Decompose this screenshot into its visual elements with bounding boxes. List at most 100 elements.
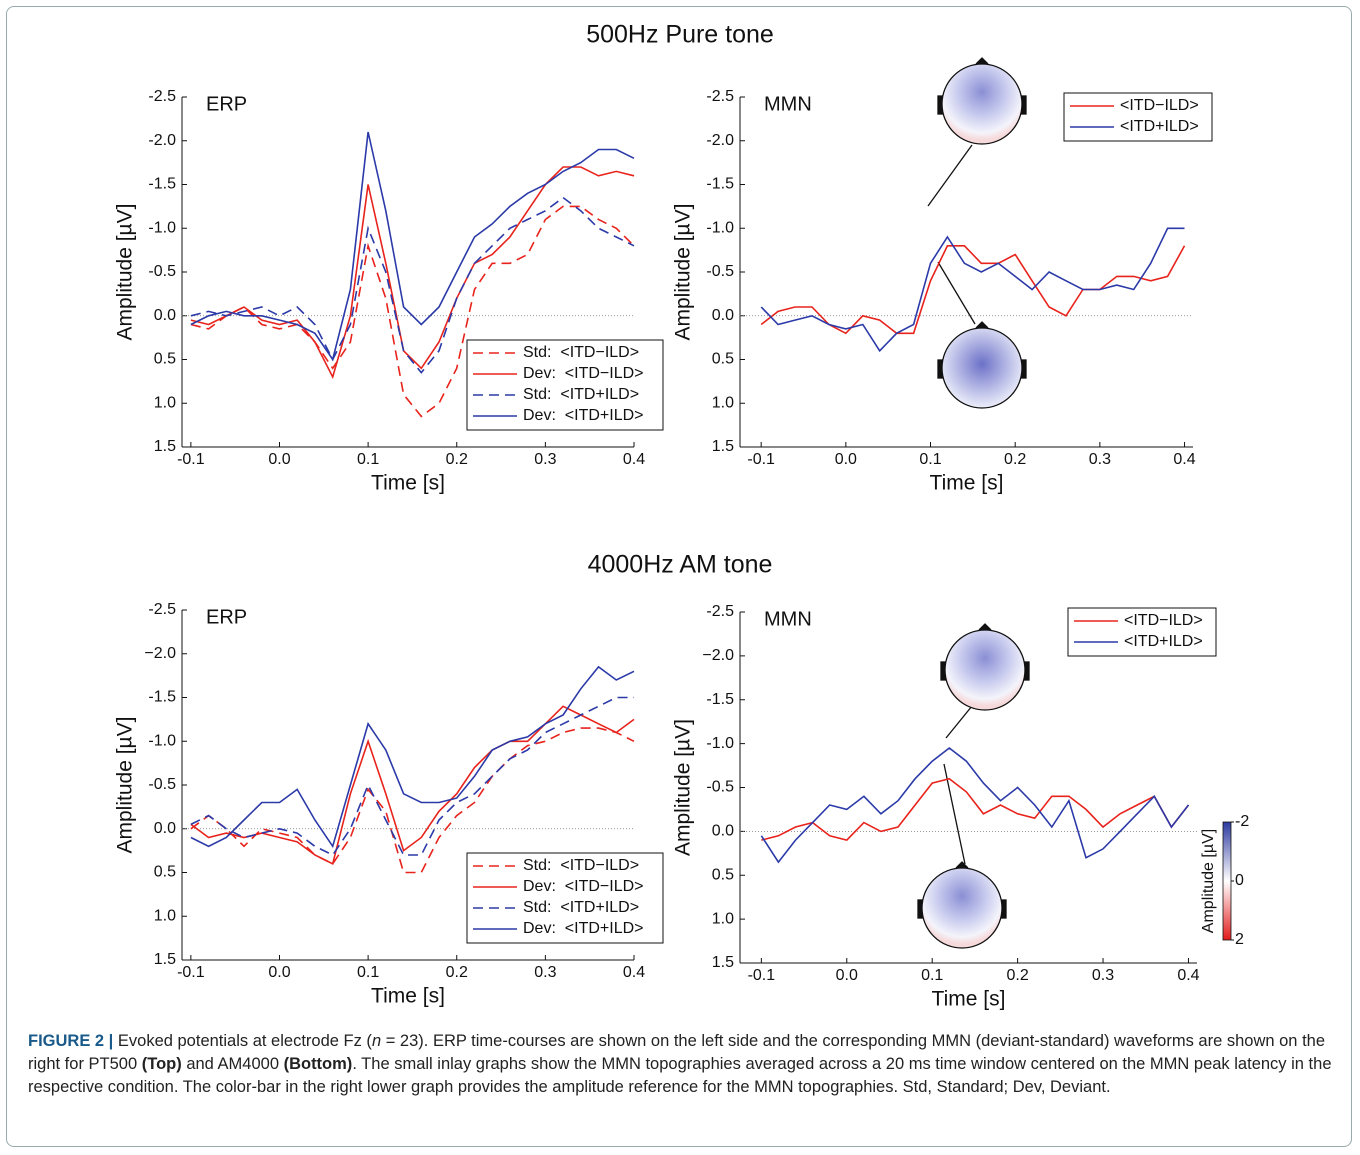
x-tick-label: 0.3 (534, 964, 556, 981)
y-tick-label: -0.5 (706, 263, 734, 280)
x-tick-label: 0.2 (446, 451, 468, 468)
y-tick-label: 0.5 (154, 351, 176, 368)
y-tick-label: 0.5 (154, 864, 176, 881)
y-axis-label: Amplitude [µV] (672, 204, 695, 341)
y-tick-label: −2.0 (144, 645, 176, 662)
y-tick-label: 1.0 (712, 910, 734, 927)
colorbar-tick-label: 2 (1235, 931, 1244, 948)
x-tick-label: 0.1 (919, 451, 941, 468)
x-axis-label: Time [s] (371, 472, 445, 495)
figure-frame (6, 6, 1352, 1147)
y-tick-label: 0.0 (154, 820, 176, 837)
y-tick-label: -1.5 (148, 689, 176, 706)
y-tick-label: 0.0 (712, 823, 734, 840)
x-tick-label: 0.0 (835, 451, 857, 468)
y-tick-label: -1.5 (148, 176, 176, 193)
x-tick-label: 0.2 (1004, 451, 1026, 468)
y-tick-label: 0.5 (712, 866, 734, 883)
y-tick-label: -2.0 (706, 132, 734, 149)
panel-label: MMN (764, 93, 812, 115)
x-tick-label: 0.2 (446, 964, 468, 981)
colorbar (1222, 821, 1232, 941)
legend-label: Std: <ITD−ILD> (523, 344, 639, 361)
series-line (761, 777, 1190, 841)
caption-text: and AM4000 (181, 1055, 284, 1073)
legend-label: Std: <ITD+ILD> (523, 386, 639, 403)
y-tick-label: -2.0 (148, 132, 176, 149)
caption-text: (Bottom) (283, 1055, 353, 1073)
y-tick-label: 1.0 (712, 394, 734, 411)
x-tick-label: 0.1 (357, 964, 379, 981)
x-tick-label: -0.1 (748, 967, 776, 984)
x-tick-label: 0.0 (268, 964, 290, 981)
legend-label: Dev: <ITD−ILD> (523, 365, 644, 382)
x-tick-label: 0.0 (836, 967, 858, 984)
series-line (190, 196, 635, 374)
x-tick-label: 0.3 (1092, 967, 1114, 984)
section-title: 500Hz Pure tone (586, 21, 774, 49)
legend-label: <ITD−ILD> (1120, 97, 1199, 114)
y-tick-label: -1.0 (148, 732, 176, 749)
colorbar-tick-label: -2 (1235, 813, 1249, 830)
legend-label: Std: <ITD−ILD> (523, 857, 639, 874)
legend-box (1067, 607, 1217, 657)
x-tick-label: 0.1 (357, 451, 379, 468)
series-line (190, 131, 635, 362)
y-tick-label: 1.5 (154, 951, 176, 968)
x-tick-label: -0.1 (177, 964, 205, 981)
caption-text: Evoked potentials at electrode Fz ( (113, 1032, 372, 1050)
y-tick-label: -0.5 (148, 776, 176, 793)
colorbar-tick-label: 0 (1235, 872, 1244, 889)
series-line (190, 665, 635, 849)
y-tick-label: -2.5 (706, 88, 734, 105)
legend-label: Std: <ITD+ILD> (523, 899, 639, 916)
x-tick-label: 0.2 (1006, 967, 1028, 984)
x-axis-label: Time [s] (371, 985, 445, 1008)
series-line (760, 227, 1185, 353)
caption-label: FIGURE 2 | (28, 1032, 114, 1050)
series-line (760, 746, 1190, 864)
series-line (190, 205, 635, 418)
series-line (190, 727, 635, 874)
y-axis-label: Amplitude [µV] (114, 717, 137, 854)
x-tick-label: 0.1 (921, 967, 943, 984)
legend-label: <ITD+ILD> (1120, 118, 1199, 135)
y-tick-label: 1.5 (154, 438, 176, 455)
legend-label: <ITD+ILD> (1124, 633, 1203, 650)
legend-label: Dev: <ITD+ILD> (523, 407, 644, 424)
y-tick-label: 0.5 (712, 351, 734, 368)
x-axis-label: Time [s] (932, 988, 1006, 1011)
y-tick-label: -1.0 (706, 735, 734, 752)
y-tick-label: 0.0 (154, 307, 176, 324)
x-tick-label: 0.4 (1173, 451, 1195, 468)
y-tick-label: -2.5 (148, 601, 176, 618)
section-title: 4000Hz AM tone (588, 551, 773, 579)
legend-box (466, 852, 664, 944)
y-tick-label: 0.0 (712, 307, 734, 324)
y-tick-label: -0.5 (148, 263, 176, 280)
figure: 500Hz Pure tone 4000Hz AM tone -2.5 -2.0 -… (114, 21, 1250, 1011)
y-tick-label: -1.5 (706, 691, 734, 708)
x-tick-label: -0.1 (177, 451, 205, 468)
legend-box (466, 339, 664, 431)
series-line (190, 705, 635, 865)
caption-text: (Top) (141, 1055, 182, 1073)
caption-text: . The small inlay graphs show the MMN to… (28, 1055, 1332, 1096)
panel-label: ERP (206, 93, 247, 115)
topography-inlays (917, 57, 1030, 949)
colorbar-label: Amplitude [µV] (1200, 829, 1217, 933)
y-tick-label: -2.5 (148, 88, 176, 105)
y-tick-label: 1.0 (154, 907, 176, 924)
y-tick-label: 1.5 (712, 438, 734, 455)
x-tick-label: 0.4 (623, 451, 645, 468)
series-line (190, 166, 635, 380)
y-tick-label: -2.5 (706, 603, 734, 620)
y-tick-label: -1.5 (706, 176, 734, 193)
x-tick-label: 0.4 (1177, 967, 1199, 984)
x-axis-label: Time [s] (930, 472, 1004, 495)
series-line (190, 696, 634, 857)
y-axis-label: Amplitude [µV] (114, 204, 137, 341)
x-tick-label: 0.4 (623, 964, 645, 981)
x-tick-label: 0.3 (534, 451, 556, 468)
x-tick-label: 0.0 (268, 451, 290, 468)
